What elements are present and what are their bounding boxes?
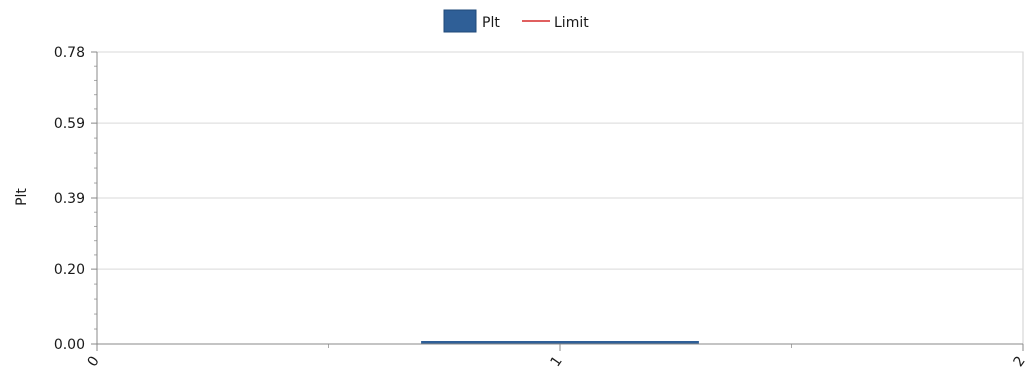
y-tick-label: 0.20 bbox=[54, 262, 85, 278]
y-tick-label: 0.00 bbox=[54, 337, 85, 353]
x-tick-label: 1 bbox=[548, 353, 566, 369]
x-axis-ticks: 0 1 2 bbox=[85, 344, 1027, 370]
gridlines bbox=[97, 51, 1023, 270]
bar bbox=[421, 341, 699, 344]
y-axis-ticks: 0.78 0.59 0.39 0.20 0.00 bbox=[54, 45, 97, 353]
x-tick-label: 0 bbox=[85, 353, 103, 369]
y-tick-label: 0.39 bbox=[54, 191, 85, 207]
y-tick-label: 0.78 bbox=[54, 45, 85, 61]
legend-label-plt: Plt bbox=[482, 15, 500, 31]
legend: Plt Limit bbox=[443, 9, 589, 33]
legend-label-limit: Limit bbox=[554, 15, 589, 31]
bars bbox=[421, 341, 699, 344]
y-axis-title: Plt bbox=[14, 188, 30, 206]
legend-swatch-plt bbox=[443, 9, 477, 33]
y-tick-label: 0.59 bbox=[54, 116, 85, 132]
x-tick-label: 2 bbox=[1011, 353, 1027, 369]
